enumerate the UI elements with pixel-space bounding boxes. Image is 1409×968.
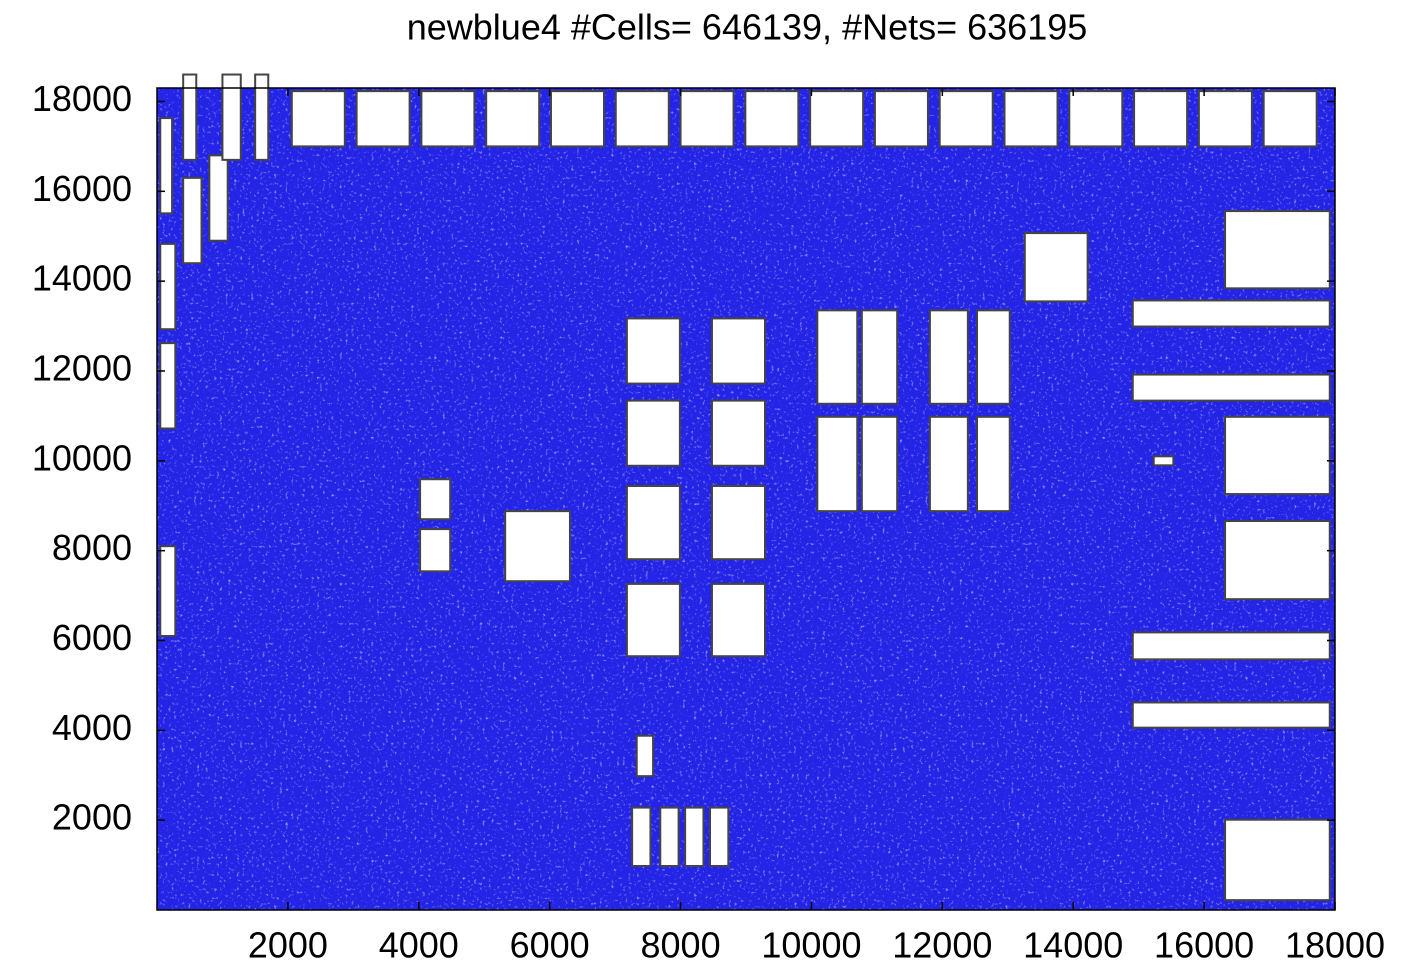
x-tick-label: 18000 xyxy=(1285,925,1385,966)
page: {"chart_data": { "type": "placement", "t… xyxy=(0,0,1409,968)
y-tick-label: 10000 xyxy=(32,437,132,478)
plot-area xyxy=(157,75,1335,910)
macro xyxy=(930,417,968,511)
macro xyxy=(1225,417,1330,494)
y-tick-label: 16000 xyxy=(32,168,132,209)
x-tick-label: 8000 xyxy=(641,925,721,966)
macro xyxy=(1133,632,1330,659)
x-tick-label: 6000 xyxy=(510,925,590,966)
macro xyxy=(627,486,680,559)
macro xyxy=(862,310,897,403)
macro xyxy=(627,584,680,656)
macro xyxy=(977,417,1010,511)
macro xyxy=(357,91,410,146)
macro xyxy=(977,310,1010,403)
macro xyxy=(505,511,570,581)
macro xyxy=(745,91,798,146)
macro xyxy=(420,529,450,571)
macro xyxy=(1225,211,1330,288)
macro xyxy=(1154,456,1174,465)
y-tick-label: 14000 xyxy=(32,258,132,299)
macro xyxy=(685,808,703,866)
y-tick-label: 6000 xyxy=(52,617,132,658)
macro xyxy=(160,118,172,213)
x-tick-label: 4000 xyxy=(379,925,459,966)
macro xyxy=(817,310,857,403)
y-tick-label: 12000 xyxy=(32,347,132,388)
macro xyxy=(712,584,765,656)
macro xyxy=(627,401,680,466)
x-tick-label: 10000 xyxy=(761,925,861,966)
macro xyxy=(712,318,765,383)
macro xyxy=(160,546,175,636)
macro xyxy=(1199,91,1252,146)
macro xyxy=(486,91,539,146)
macro xyxy=(616,91,669,146)
macro xyxy=(183,178,201,263)
macro xyxy=(817,417,857,511)
macro xyxy=(627,318,680,383)
macro xyxy=(637,736,653,776)
macro xyxy=(1134,91,1187,146)
x-tick-label: 2000 xyxy=(248,925,328,966)
x-tick-label: 16000 xyxy=(1154,925,1254,966)
macro xyxy=(940,91,993,146)
macro xyxy=(660,808,678,866)
y-tick-label: 4000 xyxy=(52,707,132,748)
chart: newblue4 #Cells= 646139, #Nets= 636195 2… xyxy=(0,0,1409,968)
macro xyxy=(420,479,450,519)
macro xyxy=(1264,91,1317,146)
y-tick-label: 2000 xyxy=(52,797,132,838)
chart-title: newblue4 #Cells= 646139, #Nets= 636195 xyxy=(407,7,1088,48)
macro xyxy=(930,310,968,403)
macro xyxy=(209,155,227,240)
macro xyxy=(681,91,734,146)
macro xyxy=(632,808,650,866)
x-tick-label: 14000 xyxy=(1023,925,1123,966)
macro xyxy=(1225,521,1330,599)
macro xyxy=(292,91,345,146)
macro xyxy=(1069,91,1122,146)
macro xyxy=(1133,300,1330,326)
macro xyxy=(712,486,765,559)
macro xyxy=(810,91,863,146)
macro xyxy=(160,343,175,428)
macro xyxy=(551,91,604,146)
y-tick-label: 18000 xyxy=(32,78,132,119)
macro xyxy=(712,401,765,466)
y-tick-label: 8000 xyxy=(52,527,132,568)
macro xyxy=(1005,91,1058,146)
macro xyxy=(710,808,728,866)
macro xyxy=(1225,820,1330,900)
macro xyxy=(875,91,928,146)
macro xyxy=(160,244,175,329)
macro xyxy=(1133,375,1330,401)
macro xyxy=(1025,233,1088,301)
x-tick-label: 12000 xyxy=(892,925,992,966)
macro xyxy=(421,91,474,146)
macro xyxy=(862,417,897,511)
macro xyxy=(1133,702,1330,727)
